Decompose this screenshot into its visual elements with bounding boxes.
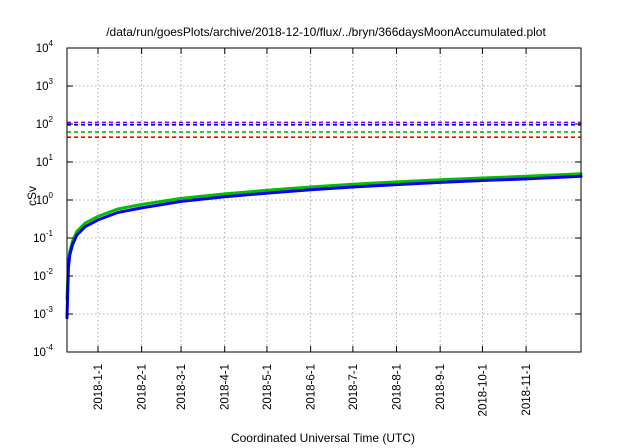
y-tick-exponent: -4 (46, 343, 54, 352)
x-axis-title: Coordinated Universal Time (UTC) (231, 431, 415, 445)
x-tick-label: 2018-3-1 (176, 364, 188, 410)
y-tick-label: 10-1 (33, 229, 53, 245)
y-axis-title: cSv (25, 186, 39, 206)
y-tick-label: 101 (36, 153, 54, 169)
y-tick-exponent: 2 (49, 115, 54, 124)
y-tick-label: 103 (36, 77, 54, 93)
series-line (65, 174, 583, 320)
y-tick-label: 10-3 (33, 305, 53, 321)
x-tick-label: 2018-9-1 (435, 364, 447, 410)
y-tick-label: 104 (36, 39, 54, 55)
reference-lines (67, 121, 581, 138)
y-tick-exponent: 1 (49, 153, 54, 162)
x-tick-label: 2018-1-1 (93, 364, 105, 410)
y-tick-exponent: 3 (49, 77, 54, 86)
y-tick-exponent: 0 (49, 191, 54, 200)
y-tick-label: 102 (36, 115, 54, 131)
x-tick-label: 2018-2-1 (137, 364, 149, 410)
y-tick-exponent: 4 (49, 39, 54, 48)
x-tick-label: 2018-4-1 (220, 364, 232, 410)
y-tick-label: 10-4 (33, 343, 53, 359)
series-line (65, 172, 583, 301)
series-lines (65, 172, 583, 320)
chart-title: /data/run/goesPlots/archive/2018-12-10/f… (106, 25, 546, 39)
x-tick-label: 2018-5-1 (262, 364, 274, 410)
grid (67, 48, 581, 352)
y-tick-exponent: -1 (46, 229, 54, 238)
x-tick-label: 2018-10-1 (477, 364, 489, 416)
y-tick-label: 10-2 (33, 267, 53, 283)
y-tick-exponent: -2 (46, 267, 54, 276)
x-tick-label: 2018-7-1 (348, 364, 360, 410)
y-tick-exponent: -3 (46, 305, 54, 314)
x-axis-ticks: 2018-1-1 2018-2-1 2018-3-1 2018-4-1 2018-5-1… (93, 48, 533, 416)
x-tick-label: 2018-8-1 (392, 364, 404, 410)
x-tick-label: 2018-6-1 (306, 364, 318, 410)
x-tick-label: 2018-11-1 (521, 364, 533, 416)
